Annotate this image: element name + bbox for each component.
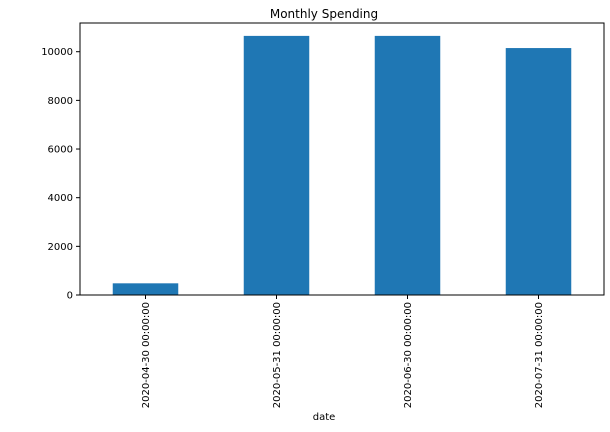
x-tick-label: 2020-04-30 00:00:00 <box>141 302 152 408</box>
chart-title: Monthly Spending <box>270 7 378 21</box>
bar <box>374 35 441 295</box>
x-axis-label: date <box>313 412 336 423</box>
y-tick-label: 2000 <box>48 242 73 253</box>
bar <box>505 48 572 295</box>
bar <box>243 35 310 295</box>
y-tick-label: 6000 <box>48 145 73 156</box>
x-tick-label: 2020-05-31 00:00:00 <box>272 302 283 408</box>
y-axis: 0 2000 4000 6000 8000 10000 <box>41 47 80 302</box>
y-tick-label: 8000 <box>48 96 73 107</box>
y-tick-label: 0 <box>67 291 73 302</box>
x-tick-label: 2020-06-30 00:00:00 <box>403 302 414 408</box>
y-tick-label: 4000 <box>48 193 73 204</box>
x-axis: 2020-04-30 00:00:00 2020-05-31 00:00:00 20… <box>141 295 545 408</box>
bars <box>112 35 572 295</box>
x-tick-label: 2020-07-31 00:00:00 <box>534 302 545 408</box>
y-tick-label: 10000 <box>41 47 73 58</box>
plot-frame <box>79 22 605 296</box>
bar <box>112 283 179 295</box>
